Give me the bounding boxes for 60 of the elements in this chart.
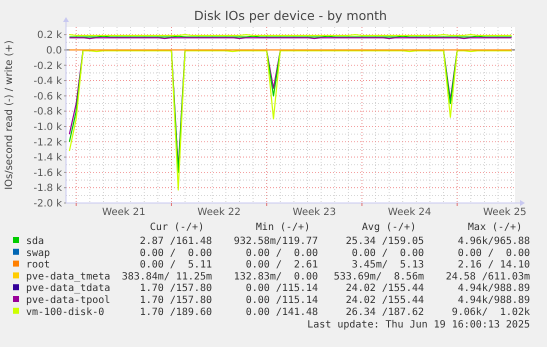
text: 3.45m/ 5.13 xyxy=(352,260,424,271)
text: 2.16 / 14.10 xyxy=(458,260,530,271)
legend-label: pve-data_tmeta xyxy=(26,271,110,282)
text: 24.02 /155.44 xyxy=(346,295,424,306)
text: 25.34 /159.05 xyxy=(346,236,424,247)
text: 4.94k/988.89 xyxy=(458,295,530,306)
legend-label: pve-data-tpool xyxy=(26,295,110,306)
line-series xyxy=(68,50,512,191)
x-tick-label: Week 22 xyxy=(197,207,241,218)
text: 0.00 / 2.61 xyxy=(246,260,318,271)
text: 1.70 /157.80 xyxy=(140,295,212,306)
text: 383.84m/ 11.25m xyxy=(122,271,212,282)
text: Last update: Thu Jun 19 16:00:13 2025 xyxy=(307,320,530,331)
y-tick-label: -1.2 k xyxy=(34,137,62,148)
text: 0.00 /115.14 xyxy=(246,295,318,306)
y-tick-label: -1.0 k xyxy=(34,122,62,133)
x-tick-label: Week 24 xyxy=(388,207,432,218)
legend-label: root xyxy=(26,260,50,271)
y-tick-label: -1.4 k xyxy=(34,152,62,164)
text: 932.58m/119.77 xyxy=(234,236,318,247)
text: 0.00 /141.48 xyxy=(246,306,318,318)
y-tick-label: -0.8 k xyxy=(34,106,62,118)
text: 9.06k/ 1.02k xyxy=(452,306,530,318)
text: Min (-/+) xyxy=(256,222,310,233)
text: 1.70 /189.60 xyxy=(140,306,212,318)
x-tick-label: Week 21 xyxy=(102,207,146,218)
chart-title: Disk IOs per device - by month xyxy=(194,8,387,23)
text: 0.00 /115.14 xyxy=(246,283,318,294)
text: 0.00 / 0.00 xyxy=(458,248,530,259)
text: 26.34 /187.62 xyxy=(346,306,424,318)
text: 1.70 /157.80 xyxy=(140,283,212,294)
x-tick-label: Week 25 xyxy=(483,207,526,218)
text: 24.58 /611.03m xyxy=(446,271,530,282)
legend-label: sda xyxy=(26,236,44,247)
y-tick-label: 0.2 k xyxy=(37,30,62,42)
text: 0.00 / 0.00 xyxy=(246,248,318,259)
text: Avg (-/+) xyxy=(362,222,416,233)
text: 0.00 / 5.11 xyxy=(140,260,212,271)
y-tick-label: 0.0 xyxy=(46,45,62,56)
text: 0.00 / 0.00 xyxy=(352,248,424,259)
text: 533.69m/ 8.56m xyxy=(334,271,424,282)
y-tick-label: -1.6 k xyxy=(34,168,62,179)
text: Max (-/+) xyxy=(468,222,522,233)
text: 0.00 / 0.00 xyxy=(140,248,212,259)
text: Cur (-/+) xyxy=(150,222,204,233)
legend-label: pve-data_tdata xyxy=(26,283,110,294)
text: 2.87 /161.48 xyxy=(140,236,212,247)
text: 132.83m/ 0.00 xyxy=(234,271,318,282)
y-tick-label: -2.0 k xyxy=(34,198,62,210)
y-tick-label: -0.2 k xyxy=(34,60,62,72)
x-tick-label: Week 23 xyxy=(292,207,336,218)
legend-label: vm-100-disk-0 xyxy=(26,306,104,318)
text: 4.96k/965.88 xyxy=(458,236,530,247)
legend-label: swap xyxy=(26,248,50,259)
y-tick-label: -0.6 k xyxy=(34,91,62,102)
text: 4.94k/988.89 xyxy=(458,283,530,294)
y-tick-label: -0.4 k xyxy=(34,76,62,88)
text: 24.02 /155.44 xyxy=(346,283,424,294)
y-tick-label: -1.8 k xyxy=(34,183,62,194)
y-axis-title: IOs/second read (-) / write (+) xyxy=(4,40,15,190)
